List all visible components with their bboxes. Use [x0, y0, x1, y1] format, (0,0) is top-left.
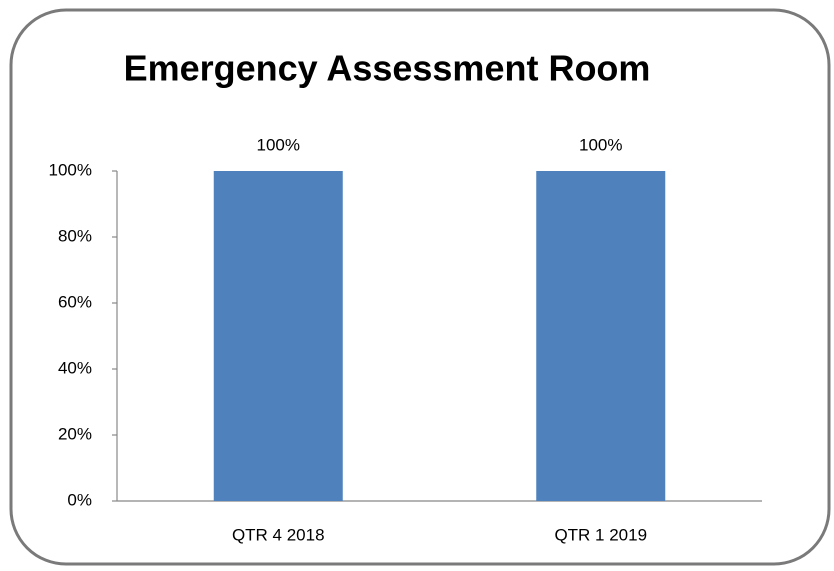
y-tick-label: 80%	[58, 226, 92, 245]
value-label: 100%	[579, 135, 622, 154]
y-tick-label: 0%	[67, 490, 92, 509]
value-label: 100%	[257, 135, 300, 154]
bar	[213, 171, 343, 501]
y-tick-label: 100%	[49, 160, 92, 179]
y-tick-label: 60%	[58, 292, 92, 311]
y-tick-label: 40%	[58, 358, 92, 377]
x-tick-label: QTR 1 2019	[554, 525, 647, 544]
bar	[536, 171, 666, 501]
x-tick-label: QTR 4 2018	[232, 525, 325, 544]
chart-frame	[9, 8, 831, 566]
y-tick-label: 20%	[58, 424, 92, 443]
chart-title: Emergency Assessment Room	[124, 48, 651, 89]
